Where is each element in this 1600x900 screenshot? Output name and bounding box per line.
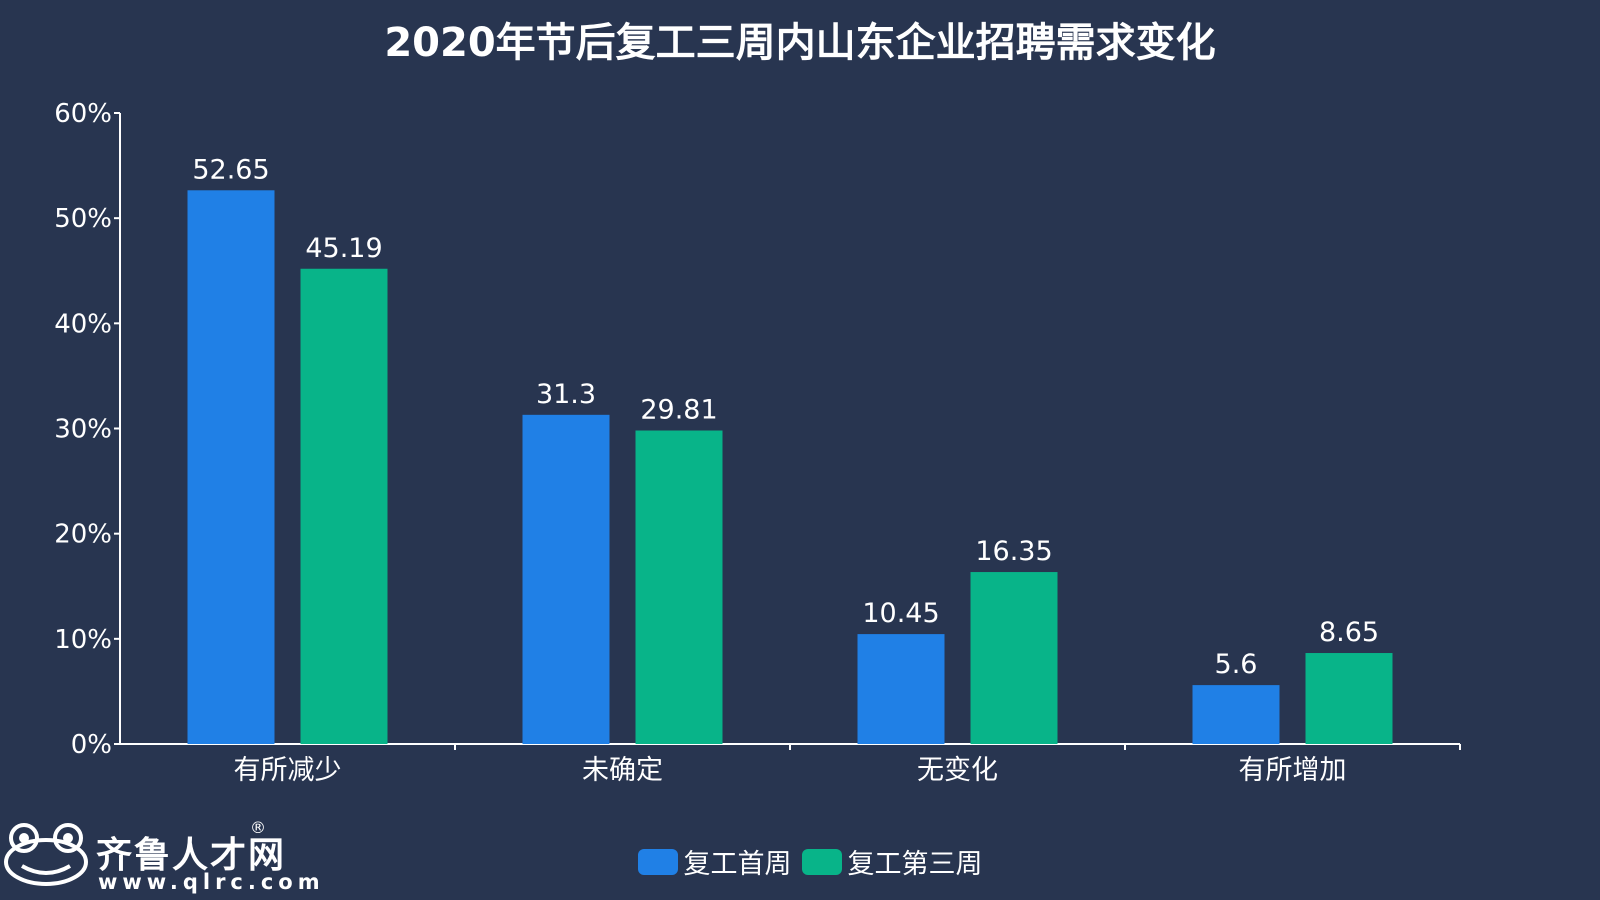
legend-swatch-series-2 — [801, 848, 842, 875]
data-label-1-4: 5.6 — [1215, 649, 1258, 680]
legend-item-series-1[interactable]: 复工首周 — [637, 842, 792, 881]
y-tick-label: 40% — [54, 309, 112, 339]
bar-1-4 — [1192, 685, 1280, 744]
legend: 复工首周 复工第三周 — [0, 842, 1600, 881]
bar-1-2 — [522, 414, 610, 744]
bar-2-1 — [300, 268, 388, 744]
data-label-1-2: 31.3 — [536, 379, 596, 410]
chart-title: 2020年节后复工三周内山东企业招聘需求变化 — [384, 20, 1216, 66]
x-category-label: 未确定 — [582, 755, 663, 786]
bar-1-1 — [187, 190, 275, 745]
data-label-2-1: 45.19 — [305, 233, 382, 264]
legend-label-series-2: 复工第三周 — [847, 849, 983, 880]
frog-logo-icon — [4, 823, 88, 886]
y-tick-label: 30% — [54, 415, 112, 445]
data-label-2-4: 8.65 — [1319, 617, 1379, 648]
bar-1-3 — [857, 634, 945, 744]
legend-label-series-1: 复工首周 — [683, 849, 792, 880]
y-tick-label: 20% — [54, 520, 112, 550]
bar-2-3 — [970, 572, 1058, 744]
y-tick-label: 10% — [54, 625, 112, 655]
y-tick-label: 60% — [54, 99, 112, 129]
legend-item-series-2[interactable]: 复工第三周 — [801, 842, 983, 881]
x-category-label: 无变化 — [917, 755, 998, 786]
y-tick-label: 0% — [71, 730, 112, 760]
data-label-1-3: 10.45 — [862, 598, 939, 629]
logo-url: www.qlrc.com — [98, 870, 325, 894]
x-category-label: 有所减少 — [234, 755, 342, 786]
x-category-label: 有所增加 — [1239, 755, 1347, 786]
data-label-2-2: 29.81 — [640, 394, 717, 425]
data-label-2-3: 16.35 — [975, 536, 1052, 567]
legend-swatch-series-1 — [637, 848, 678, 875]
data-label-1-1: 52.65 — [192, 154, 269, 185]
logo-registered-mark: ® — [250, 818, 266, 837]
logo-name: 齐鲁人才网 — [96, 835, 287, 876]
bar-2-2 — [635, 430, 723, 744]
bar-2-4 — [1305, 653, 1393, 744]
y-tick-label: 50% — [54, 204, 112, 234]
